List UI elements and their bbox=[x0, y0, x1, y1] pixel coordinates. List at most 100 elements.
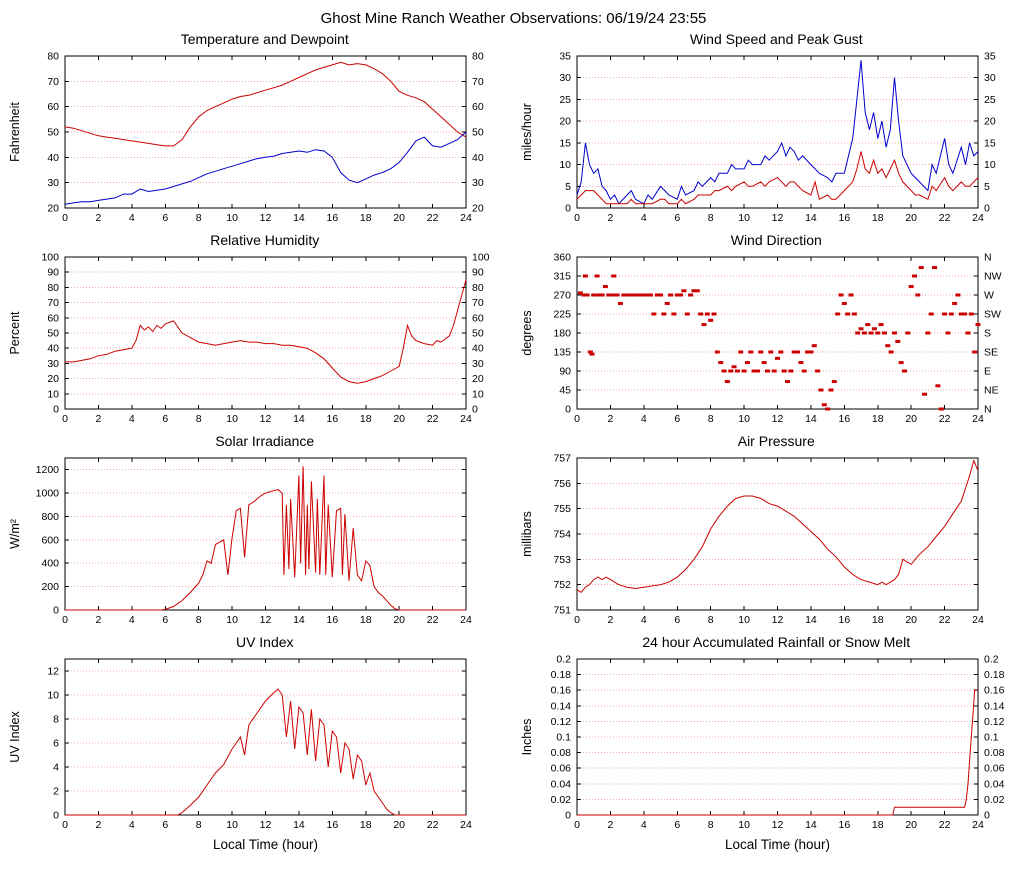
y-tick-label-left: 400 bbox=[42, 558, 60, 570]
chart-title-relative-humidity: Relative Humidity bbox=[210, 232, 320, 248]
y-tick-label-left: 1200 bbox=[36, 464, 60, 476]
y-tick-label-left: 1000 bbox=[36, 488, 60, 500]
y-tick-label-right: 80 bbox=[472, 51, 484, 63]
y-tick-label-right: E bbox=[984, 366, 991, 378]
x-tick-label: 8 bbox=[196, 413, 202, 425]
y-tick-label-left: 180 bbox=[553, 328, 571, 340]
x-tick-label: 16 bbox=[838, 413, 850, 425]
grid-lines bbox=[576, 77, 978, 187]
chart-title-rainfall: 24 hour Accumulated Rainfall or Snow Mel… bbox=[642, 634, 911, 650]
y-axis-ticks: 751 752 753 754 755 756 757 bbox=[553, 453, 978, 617]
y-tick-label-right: 20 bbox=[984, 116, 996, 128]
y-tick-label-left: 751 bbox=[553, 605, 571, 617]
x-tick-label: 16 bbox=[838, 819, 850, 831]
x-tick-label: 6 bbox=[163, 413, 169, 425]
y-tick-label-right: 30 bbox=[984, 72, 996, 84]
y-tick-label-left: 100 bbox=[42, 252, 60, 264]
y-tick-label-right: N bbox=[984, 404, 992, 416]
plot-frame bbox=[64, 658, 467, 816]
x-tick-label: 6 bbox=[674, 212, 680, 224]
x-tick-label: 6 bbox=[163, 819, 169, 831]
y-tick-label-right: 70 bbox=[472, 297, 484, 309]
grid-lines bbox=[65, 670, 467, 792]
y-tick-label-right: N bbox=[984, 252, 992, 264]
solar-irradiance-line bbox=[65, 466, 467, 611]
x-axis-ticks: 0 2 4 6 8 10 12 14 16 18 20 22 24 bbox=[574, 458, 984, 626]
x-axis-ticks: 0 2 4 6 8 10 12 14 16 18 20 22 24 bbox=[62, 257, 472, 425]
y-tick-label-left: 70 bbox=[48, 76, 60, 88]
x-tick-label: 20 bbox=[905, 819, 917, 831]
y-tick-label-right: 100 bbox=[472, 252, 490, 264]
x-tick-label: 2 bbox=[96, 819, 102, 831]
y-tick-label-left: 200 bbox=[42, 581, 60, 593]
x-tick-label: 14 bbox=[805, 413, 817, 425]
chart-title-solar-irradiance: Solar Irradiance bbox=[215, 433, 315, 449]
plot-area: 0 2 4 6 8 10 12 14 16 18 20 22 240 00.02 0.020.04 0.040… bbox=[520, 654, 1005, 853]
y-axis-ticks: 20 20 30 30 40 40 50 50 60 60 70 70 80 80 bbox=[48, 51, 485, 215]
x-tick-label: 20 bbox=[905, 413, 917, 425]
air-pressure-line bbox=[576, 458, 979, 593]
x-tick-label: 2 bbox=[607, 413, 613, 425]
x-tick-label: 2 bbox=[96, 413, 102, 425]
x-tick-label: 24 bbox=[460, 614, 472, 626]
x-tick-label: 6 bbox=[163, 212, 169, 224]
y-tick-label-left: 40 bbox=[48, 343, 60, 355]
x-tick-label: 12 bbox=[260, 212, 272, 224]
x-tick-label: 16 bbox=[327, 614, 339, 626]
y-tick-label-left: 60 bbox=[48, 312, 60, 324]
y-tick-label-left: 90 bbox=[559, 366, 571, 378]
y-tick-label-right: 70 bbox=[472, 76, 484, 88]
y-axis-label: Inches bbox=[520, 719, 534, 756]
y-tick-label-right: S bbox=[984, 328, 991, 340]
x-tick-label: 12 bbox=[260, 819, 272, 831]
x-axis-ticks: 0 2 4 6 8 10 12 14 16 18 20 22 24 bbox=[574, 56, 984, 224]
y-tick-label-right: 90 bbox=[472, 267, 484, 279]
x-tick-label: 12 bbox=[260, 413, 272, 425]
x-tick-label: 10 bbox=[226, 212, 238, 224]
x-tick-label: 20 bbox=[394, 212, 406, 224]
x-tick-label: 18 bbox=[872, 819, 884, 831]
y-axis-ticks: 0 N 45 NE 90 E 135 SE 180 S 225 SW 270 W 315 NW 360 N bbox=[553, 252, 1001, 416]
y-tick-label-right: 15 bbox=[984, 137, 996, 149]
x-tick-label: 22 bbox=[938, 614, 950, 626]
y-tick-label-right: 0 bbox=[472, 404, 478, 416]
y-tick-label-right: 10 bbox=[984, 159, 996, 171]
y-tick-label-right: 35 bbox=[984, 51, 996, 63]
x-axis-label: Local Time (hour) bbox=[213, 837, 318, 852]
y-axis-label: degrees bbox=[520, 310, 534, 355]
chart-rainfall: 24 hour Accumulated Rainfall or Snow Mel… bbox=[516, 634, 1024, 857]
chart-temperature-dewpoint: Temperature and Dewpoint 0 2 4 6 8 10 12 14 16 18… bbox=[4, 31, 512, 230]
wind-direction-points bbox=[577, 266, 981, 411]
grid-lines bbox=[65, 80, 467, 184]
y-tick-label-left: 8 bbox=[53, 714, 59, 726]
x-tick-label: 16 bbox=[327, 819, 339, 831]
x-tick-label: 18 bbox=[360, 614, 372, 626]
y-axis-ticks: 0 0 0.02 0.02 0.04 0.04 0.06 0.06 0.08 0.08 0.1 0.1… bbox=[550, 654, 1004, 822]
y-tick-label-left: 315 bbox=[553, 271, 571, 283]
y-tick-label-left: 757 bbox=[553, 453, 571, 465]
x-tick-label: 12 bbox=[771, 819, 783, 831]
y-axis-label: Fahrenheit bbox=[8, 102, 22, 162]
x-tick-label: 18 bbox=[360, 212, 372, 224]
x-tick-label: 14 bbox=[805, 212, 817, 224]
y-tick-label-left: 0 bbox=[565, 203, 571, 215]
x-tick-label: 20 bbox=[905, 212, 917, 224]
y-tick-label-left: 800 bbox=[42, 511, 60, 523]
x-tick-label: 24 bbox=[972, 819, 984, 831]
x-axis-label: Local Time (hour) bbox=[725, 837, 830, 852]
y-axis-label: Percent bbox=[8, 311, 22, 355]
y-tick-label-right: 50 bbox=[472, 328, 484, 340]
y-tick-label-right: 0 bbox=[984, 203, 990, 215]
y-tick-label-right: 30 bbox=[472, 177, 484, 189]
y-tick-label-left: 25 bbox=[559, 94, 571, 106]
x-tick-label: 10 bbox=[738, 614, 750, 626]
y-tick-label-left: 0.2 bbox=[556, 654, 571, 666]
x-tick-label: 8 bbox=[707, 819, 713, 831]
x-tick-label: 12 bbox=[771, 614, 783, 626]
grid-lines bbox=[576, 275, 978, 391]
y-tick-label-left: 45 bbox=[559, 385, 571, 397]
y-tick-label-left: 5 bbox=[565, 181, 571, 193]
